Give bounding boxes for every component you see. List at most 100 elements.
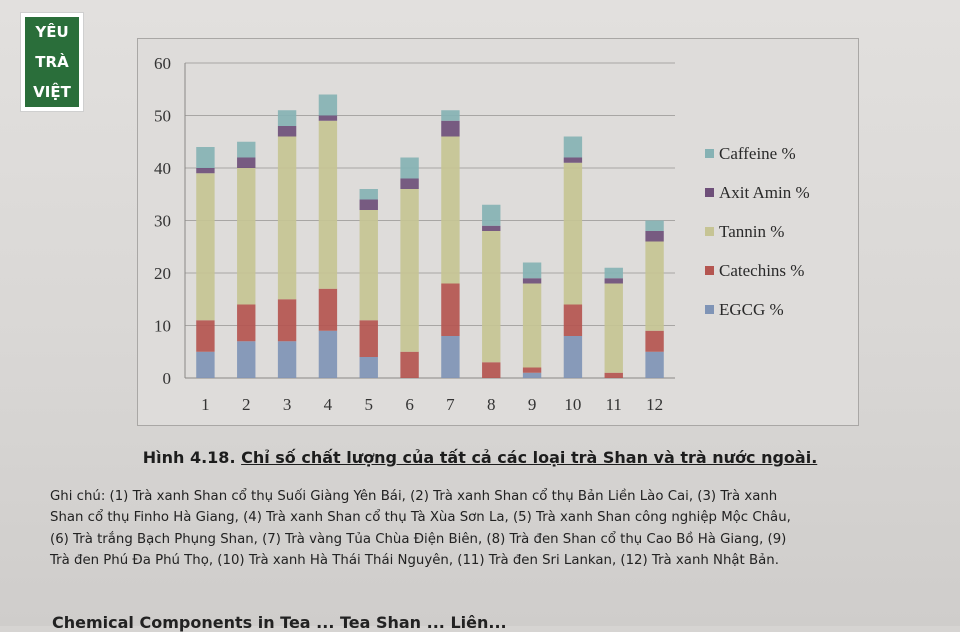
bar-segment-egcg	[277, 341, 297, 378]
bar-segment-tannin	[237, 168, 256, 305]
figure-caption: Hình 4.18. Chỉ số chất lượng của tất cả …	[0, 448, 960, 467]
bar-segment-catechins	[318, 288, 338, 331]
x-tick-label: 10	[564, 395, 581, 414]
note-line: Shan cổ thụ Finho Hà Giang, (4) Trà xanh…	[50, 510, 791, 526]
bar-segment-axitamin	[359, 199, 378, 210]
x-tick-label: 9	[528, 395, 537, 414]
bar-segment-catechins	[563, 304, 583, 336]
bar-segment-tannin	[400, 189, 419, 352]
bar-segment-egcg	[318, 330, 338, 378]
x-tick-label: 1	[201, 395, 210, 414]
bar-segment-catechins	[522, 367, 542, 373]
x-tick-label: 6	[405, 395, 414, 414]
x-tick-label: 2	[242, 395, 251, 414]
bar-segment-tannin	[604, 283, 623, 373]
bar-segment-egcg	[237, 341, 256, 378]
bar-segment-egcg	[522, 372, 542, 378]
note-line: Trà đen Phú Đa Phú Thọ, (10) Trà xanh Hà…	[50, 552, 779, 568]
bar-segment-tannin	[482, 231, 501, 363]
x-tick-label: 11	[606, 395, 622, 414]
bar-segment-axitamin	[482, 225, 501, 231]
legend-swatch	[705, 149, 714, 158]
legend-label: Tannin %	[719, 222, 784, 241]
legend-swatch	[705, 227, 714, 236]
legend-label: EGCG %	[719, 300, 784, 319]
legend-swatch	[705, 305, 714, 314]
bar-segment-caffeine	[318, 94, 338, 116]
y-tick-label: 10	[154, 317, 171, 336]
bar-segment-caffeine	[441, 110, 460, 121]
y-tick-label: 40	[154, 159, 171, 178]
y-tick-label: 30	[154, 212, 171, 231]
bar-segment-catechins	[196, 320, 215, 352]
yeu-tra-viet-logo: YÊU TRÀ VIỆT	[20, 12, 84, 112]
bar-segment-axitamin	[522, 278, 542, 284]
bar-segment-catechins	[400, 351, 419, 378]
bar-segment-tannin	[318, 120, 338, 289]
bar-segment-axitamin	[441, 120, 460, 137]
bar-segment-catechins	[482, 362, 501, 378]
bar-segment-tannin	[359, 210, 378, 321]
bar-segment-caffeine	[563, 136, 583, 158]
bar-segment-caffeine	[604, 267, 623, 279]
cut-off-heading: Chemical Components in Tea ... Tea Shan …	[52, 613, 507, 632]
bar-segment-caffeine	[196, 147, 215, 168]
bar-segment-catechins	[359, 320, 378, 357]
bar-segment-egcg	[563, 336, 583, 378]
y-tick-label: 0	[163, 369, 172, 388]
figure-note: Ghi chú: (1) Trà xanh Shan cổ thụ Suối G…	[50, 486, 930, 571]
bar-segment-axitamin	[318, 115, 338, 121]
bar-segment-caffeine	[482, 204, 501, 226]
bar-segment-axitamin	[645, 231, 664, 242]
note-line: Ghi chú: (1) Trà xanh Shan cổ thụ Suối G…	[50, 489, 778, 504]
logo-line-1: YÊU	[35, 22, 69, 41]
legend-label: Axit Amin %	[719, 183, 810, 202]
x-tick-label: 4	[324, 395, 333, 414]
bar-segment-tannin	[522, 283, 542, 368]
bar-segment-egcg	[359, 357, 378, 378]
bar-segment-catechins	[237, 304, 256, 342]
x-tick-label: 12	[646, 395, 663, 414]
x-tick-label: 8	[487, 395, 496, 414]
bar-segment-catechins	[277, 299, 297, 342]
bar-segment-axitamin	[196, 168, 215, 174]
legend-label: Caffeine %	[719, 144, 796, 163]
y-tick-label: 60	[154, 54, 171, 73]
bar-segment-tannin	[196, 173, 215, 321]
bar-segment-catechins	[645, 330, 664, 352]
y-tick-label: 50	[154, 107, 171, 126]
caption-prefix: Hình 4.18.	[142, 448, 242, 467]
x-tick-label: 5	[365, 395, 374, 414]
bar-segment-caffeine	[359, 189, 378, 200]
x-tick-label: 3	[283, 395, 292, 414]
bar-segment-axitamin	[277, 126, 297, 137]
bar-segment-egcg	[441, 336, 460, 378]
legend-label: Catechins %	[719, 261, 804, 280]
bar-segment-catechins	[441, 283, 460, 336]
bar-segment-egcg	[196, 351, 215, 378]
bar-segment-caffeine	[400, 157, 419, 179]
logo-line-3: VIỆT	[33, 82, 71, 101]
x-tick-label: 7	[446, 395, 455, 414]
bar-segment-caffeine	[645, 220, 664, 231]
bar-segment-caffeine	[522, 262, 542, 279]
bar-segment-axitamin	[237, 157, 256, 168]
bar-segment-tannin	[563, 162, 583, 305]
logo-line-2: TRÀ	[35, 52, 69, 71]
bar-segment-catechins	[604, 372, 623, 378]
bar-segment-tannin	[645, 241, 664, 331]
bar-segment-tannin	[441, 136, 460, 284]
logo-text: YÊU TRÀ VIỆT	[25, 17, 79, 107]
legend-swatch	[705, 188, 714, 197]
legend-swatch	[705, 266, 714, 275]
bar-segment-caffeine	[237, 141, 256, 158]
bar-segment-axitamin	[400, 178, 419, 189]
bar-segment-axitamin	[604, 278, 623, 284]
y-tick-label: 20	[154, 264, 171, 283]
bar-segment-caffeine	[277, 110, 297, 126]
caption-title: Chỉ số chất lượng của tất cả các loại tr…	[241, 448, 818, 467]
note-line: (6) Trà trắng Bạch Phụng Shan, (7) Trà v…	[50, 531, 787, 547]
bar-segment-egcg	[645, 351, 664, 378]
